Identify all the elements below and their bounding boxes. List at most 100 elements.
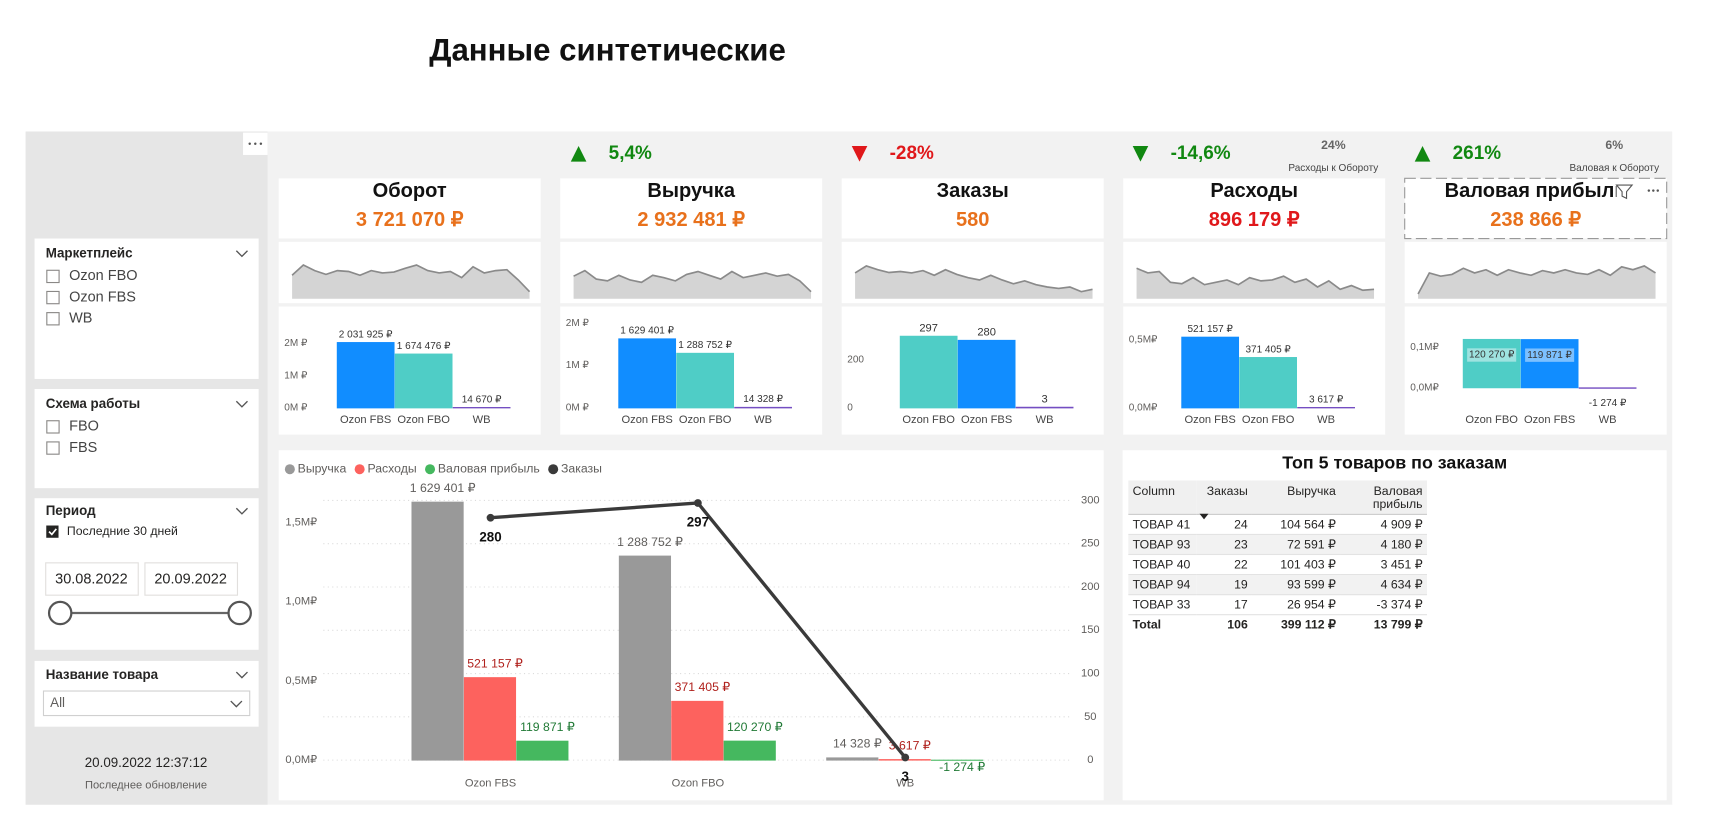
- data-label: 14 328 ₽: [833, 737, 882, 751]
- data-label: 1 288 752 ₽: [678, 340, 732, 351]
- checkbox[interactable]: [46, 420, 60, 434]
- chevron: [235, 671, 248, 679]
- trend-area: [1136, 268, 1375, 299]
- card-header: [1404, 178, 1667, 239]
- bar: [899, 335, 958, 409]
- date-input[interactable]: [45, 562, 139, 596]
- header-row: Column Заказы Выручка Валовая прибыль: [1128, 480, 1427, 515]
- slicer-title: Название товара: [46, 667, 159, 682]
- checkbox[interactable]: [46, 525, 59, 538]
- checkmark: [48, 528, 57, 536]
- table-cell: ТОВАР 33: [1128, 594, 1197, 616]
- data-label: 3: [1042, 393, 1048, 405]
- date-input[interactable]: [144, 562, 239, 596]
- x-tick-label: Ozon FBO: [672, 777, 725, 789]
- trend-line: [854, 265, 1093, 293]
- card-value: 580: [956, 209, 989, 231]
- filter-icon[interactable]: [1615, 184, 1634, 200]
- table-row: ТОВАР 41 24 104 564 ₽4 909 ₽: [1128, 514, 1427, 535]
- card-title: Валовая прибыль: [1445, 180, 1627, 202]
- x-tick-label: Ozon FBS: [961, 414, 1012, 426]
- x-tick-label: WB: [1036, 414, 1054, 426]
- bar: [676, 352, 735, 409]
- total-row: Total 106 399 112 ₽13 799 ₽: [1128, 614, 1427, 635]
- slider-handle[interactable]: [47, 600, 73, 626]
- data-label: 3 617 ₽: [1309, 394, 1344, 405]
- card-title: Расходы: [1210, 180, 1298, 202]
- y-tick-label: 0,1M₽: [1410, 342, 1439, 353]
- table-cell: ТОВАР 94: [1128, 574, 1197, 596]
- table-cell: 3 451 ₽: [1340, 554, 1427, 576]
- table-cell: 26 954 ₽: [1252, 594, 1341, 616]
- dropdown[interactable]: [42, 690, 251, 717]
- data-label: 3: [902, 769, 909, 784]
- data-label: 1 674 476 ₽: [397, 341, 451, 352]
- data-label: 1 629 401 ₽: [410, 481, 476, 495]
- table-cell: 101 403 ₽: [1252, 554, 1341, 576]
- checkbox[interactable]: [46, 269, 60, 284]
- x-tick-label: WB: [754, 414, 772, 426]
- ratio-label: Расходы к Обороту: [1288, 162, 1378, 174]
- trend-area: [292, 265, 530, 299]
- y2-tick-label: 50: [1084, 711, 1096, 723]
- table-cell: 24: [1196, 514, 1253, 535]
- trend-line: [1417, 265, 1656, 295]
- ratio-value: 24%: [1321, 138, 1346, 152]
- y-tick-label: 1M ₽: [566, 360, 590, 371]
- data-label: 297: [919, 322, 938, 334]
- table-row: ТОВАР 33 17 26 954 ₽ -3 374 ₽: [1128, 594, 1427, 616]
- date-start: 30.08.2022: [55, 571, 128, 587]
- table-cell: -3 374 ₽: [1340, 594, 1427, 616]
- trend-area: [855, 265, 1093, 299]
- table-cell: 19: [1196, 574, 1253, 596]
- data-label: 280: [977, 326, 996, 338]
- more-dot: [1647, 189, 1651, 192]
- ratio-value: 6%: [1605, 138, 1623, 152]
- data-label: -1 274 ₽: [939, 760, 985, 774]
- slider-handle[interactable]: [227, 600, 252, 626]
- y2-tick-label: 100: [1081, 668, 1100, 680]
- data-label: 2 031 925 ₽: [339, 329, 393, 340]
- x-tick-label: Ozon FBO: [1465, 414, 1518, 426]
- x-tick-label: Ozon FBS: [621, 414, 672, 426]
- data-label: 371 405 ₽: [1245, 344, 1291, 355]
- more-dot: [1652, 189, 1655, 192]
- y-tick-label: 2M ₽: [566, 318, 590, 329]
- y2-tick-label: 250: [1081, 538, 1100, 550]
- slicer-title: Период: [46, 503, 96, 518]
- data-label: 280: [479, 529, 501, 544]
- checkbox[interactable]: [46, 441, 60, 455]
- trend-area: [573, 270, 812, 299]
- y-tick-label: 200: [847, 354, 864, 365]
- data-label: -1 274 ₽: [1589, 398, 1627, 409]
- bar: [394, 353, 453, 409]
- legend-marker: [548, 464, 559, 475]
- checkbox[interactable]: [46, 312, 60, 326]
- kpi-change: -28%: [890, 143, 934, 164]
- more-dot: [1656, 189, 1659, 192]
- table-row: ТОВАР 93 23 72 591 ₽4 180 ₽: [1128, 534, 1427, 556]
- x-tick-label: Ozon FBO: [902, 414, 955, 426]
- bar: [411, 501, 464, 761]
- trend-line: [573, 269, 812, 293]
- table-row: ТОВАР 40 22 101 403 ₽3 451 ₽: [1128, 554, 1427, 576]
- bar: [671, 700, 724, 761]
- data-label: 14 670 ₽: [462, 394, 502, 405]
- data-label: 120 270 ₽: [727, 720, 783, 734]
- data-label: 119 871 ₽: [1527, 350, 1572, 361]
- chevron: [235, 507, 248, 515]
- table-cell: Total: [1128, 614, 1197, 635]
- data-label: 14 328 ₽: [743, 394, 783, 405]
- checkbox[interactable]: [46, 290, 60, 305]
- x-tick-label: WB: [473, 414, 491, 426]
- x-tick-label: WB: [1599, 414, 1617, 426]
- ratio-label: Валовая к Обороту: [1569, 162, 1659, 174]
- x-tick-label: Ozon FBS: [465, 777, 516, 789]
- column-header[interactable]: Заказы: [1196, 480, 1253, 515]
- more-dot: [248, 142, 251, 146]
- refresh-label: Последнее обновление: [85, 780, 207, 792]
- kpi-change: -14,6%: [1171, 143, 1231, 164]
- bar: [1181, 336, 1240, 409]
- trend-area: [1418, 265, 1656, 299]
